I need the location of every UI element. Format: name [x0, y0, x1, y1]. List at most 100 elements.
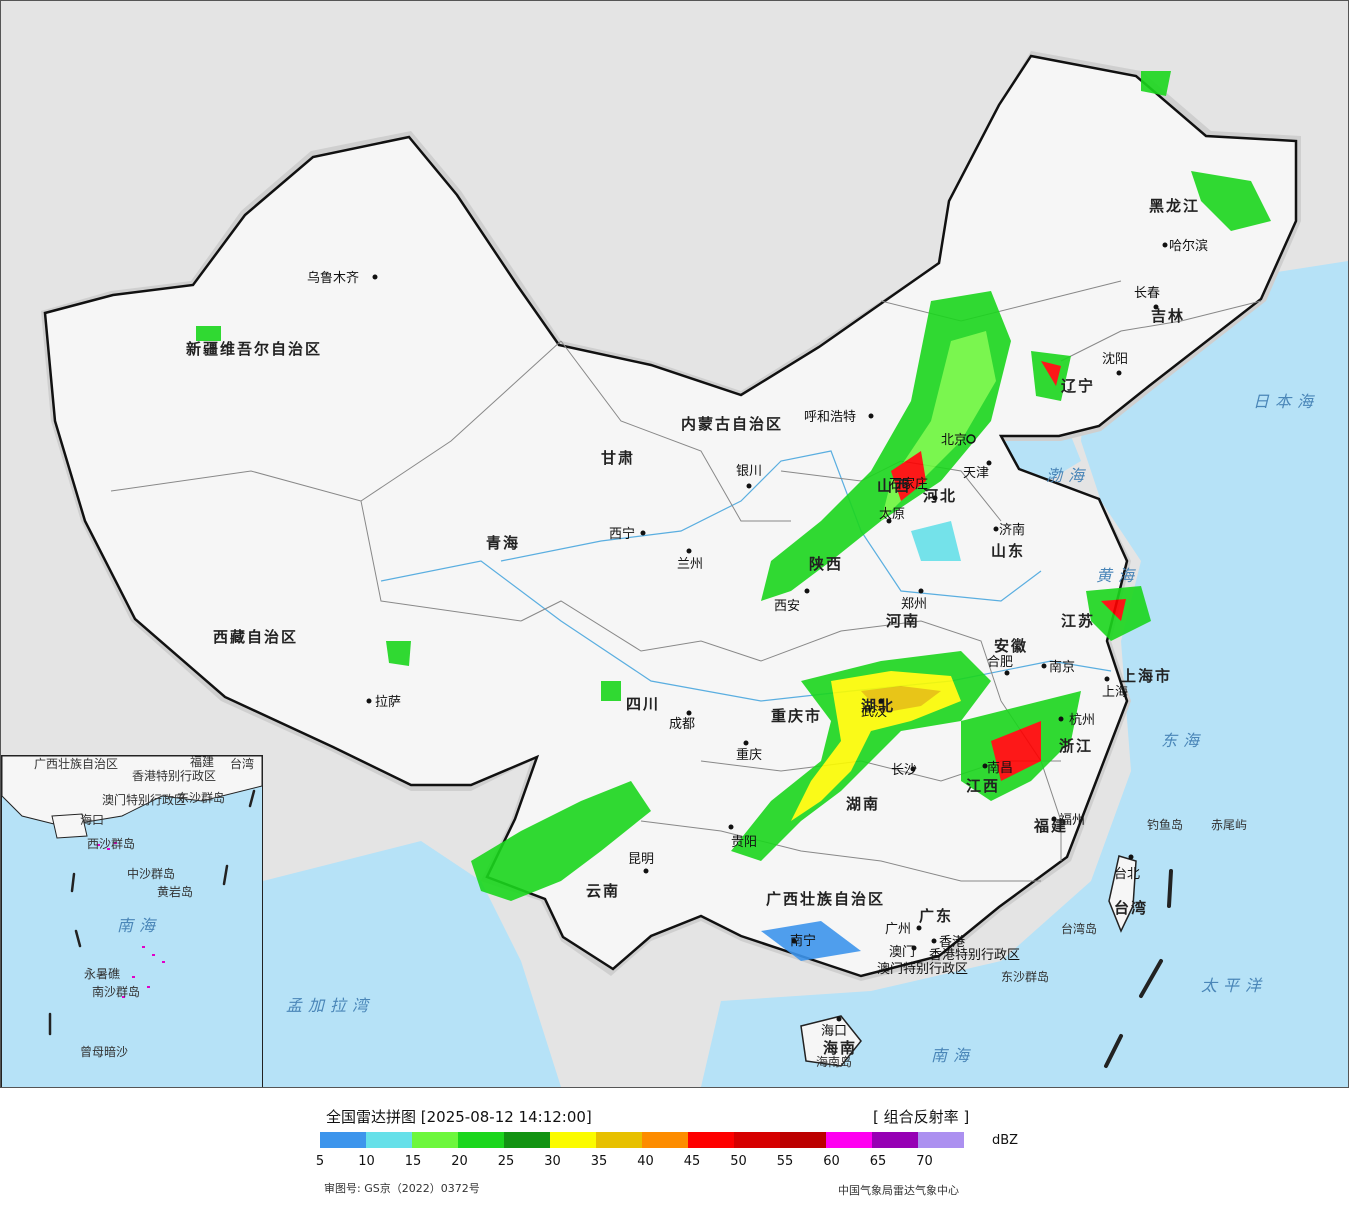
city-shijiazhuang: 石家庄 — [889, 476, 928, 492]
map-canvas: 日本海 渤海 黄海 东海 太平洋 南海 孟加拉湾 新疆维吾尔自治区 西藏自治区 … — [41, 51, 1348, 1087]
inset-label-taiwan: 台湾 — [230, 756, 254, 771]
scale-tick-label: 5 — [315, 1154, 325, 1169]
sea-label-east-china-sea: 东海 — [1161, 731, 1205, 750]
inset-label-zhongsha: 中沙群岛 — [127, 866, 175, 881]
prov-qinghai: 青海 — [486, 534, 520, 552]
city-nanjing: 南京 — [1049, 659, 1075, 675]
island-taiwan: 台湾岛 — [1061, 921, 1097, 936]
city-chengdu: 成都 — [669, 717, 695, 732]
scale-tick-label: 20 — [451, 1154, 468, 1169]
prov-hk-sar: 香港特别行政区 — [929, 948, 1020, 963]
scale-tick-label: 15 — [404, 1154, 422, 1169]
scale-tick-label: 10 — [358, 1154, 375, 1169]
city-tianjin: 天津 — [963, 466, 989, 481]
prov-shaanxi: 陕西 — [809, 555, 843, 573]
prov-shanghai: 上海市 — [1121, 667, 1172, 685]
city-jinan: 济南 — [999, 522, 1025, 538]
scale-color-9 — [734, 1132, 780, 1148]
south-china-sea-inset: 广西壮族自治区 香港特别行政区 澳门特别行政区 海口 东沙群岛 西沙群岛 中沙群… — [1, 755, 263, 1087]
scale-tick-label: 60 — [823, 1154, 840, 1169]
city-guangzhou: 广州 — [885, 922, 911, 937]
inset-label-zengmu: 曾母暗沙 — [80, 1044, 128, 1059]
scale-tick-label: 45 — [683, 1154, 701, 1169]
city-xining: 西宁 — [609, 526, 635, 542]
island-diaoyu: 钓鱼岛 — [1147, 817, 1183, 832]
city-urumqi: 乌鲁木齐 — [307, 270, 359, 286]
scale-color-11 — [826, 1132, 872, 1148]
city-taiyuan: 太原 — [879, 507, 905, 522]
scale-tick-label: 30 — [544, 1154, 561, 1169]
scale-color-12 — [872, 1132, 918, 1148]
scale-color-1 — [366, 1132, 412, 1148]
city-guiyang: 贵阳 — [731, 835, 757, 850]
city-haikou: 海口 — [821, 1024, 847, 1039]
hainan-island — [800, 1015, 862, 1067]
color-scale — [320, 1132, 964, 1148]
prov-heilongjiang: 黑龙江 — [1149, 197, 1200, 215]
legend-unit: dBZ — [992, 1133, 1019, 1148]
prov-anhui: 安徽 — [994, 637, 1028, 655]
scale-tick-label: 35 — [590, 1154, 608, 1169]
inset-label-xisha: 西沙群岛 — [87, 836, 135, 851]
prov-hainan: 海南 — [823, 1039, 857, 1057]
island-hainan: 海南岛 — [816, 1054, 852, 1069]
inset-label-hk: 香港特别行政区 — [132, 768, 216, 783]
scale-color-3 — [458, 1132, 504, 1148]
radar-echoes — [196, 71, 1271, 961]
inset-label-south-sea: 南海 — [117, 916, 161, 935]
inset-label-haikou: 海口 — [80, 812, 104, 827]
prov-hubei: 湖北 — [861, 697, 895, 715]
island-chiwei: 赤尾屿 — [1211, 818, 1247, 832]
sea-label-bay-of-bengal: 孟加拉湾 — [286, 996, 374, 1015]
prov-fujian: 福建 — [1033, 817, 1068, 835]
city-nanchang: 南昌 — [987, 760, 1013, 776]
scale-color-8 — [688, 1132, 734, 1148]
city-hangzhou: 杭州 — [1069, 713, 1095, 728]
prov-guangxi: 广西壮族自治区 — [766, 890, 885, 908]
inset-label-fujian: 福建 — [190, 756, 214, 769]
radar-map[interactable]: 日本海 渤海 黄海 东海 太平洋 南海 孟加拉湾 新疆维吾尔自治区 西藏自治区 … — [0, 0, 1349, 1088]
city-yinchuan: 银川 — [736, 464, 762, 479]
prov-neimenggu: 内蒙古自治区 — [681, 415, 783, 433]
island-dongsha: 东沙群岛 — [1001, 969, 1049, 984]
prov-xinjiang: 新疆维吾尔自治区 — [186, 340, 322, 358]
city-hongkong: 香港 — [939, 935, 965, 950]
city-wuhan: 武汉 — [861, 705, 887, 720]
inset-label-huangyan: 黄岩岛 — [157, 884, 193, 899]
city-kunming: 昆明 — [628, 852, 654, 867]
city-macau: 澳门 — [889, 944, 915, 960]
prov-hunan: 湖南 — [846, 795, 880, 813]
scale-tick-label: 25 — [497, 1154, 515, 1169]
city-nanning: 南宁 — [790, 933, 816, 949]
legend-panel: 全国雷达拼图 [2025-08-12 14:12:00] [ 组合反射率 ] d… — [0, 1088, 1349, 1208]
prov-zhejiang: 浙江 — [1059, 737, 1093, 755]
inset-label-macau: 澳门特别行政区 — [102, 792, 186, 807]
city-taipei: 台北 — [1114, 867, 1140, 882]
prov-jiangsu: 江苏 — [1061, 612, 1095, 630]
prov-shanxi: 山西 — [877, 477, 911, 495]
city-chongqing: 重庆 — [736, 747, 762, 763]
city-shanghai: 上海 — [1102, 685, 1128, 700]
taiwan-island — [1108, 855, 1137, 933]
prov-shandong: 山东 — [991, 542, 1025, 560]
sea-label-yellow-sea: 黄海 — [1096, 566, 1140, 585]
scale-color-5 — [550, 1132, 596, 1148]
city-harbin: 哈尔滨 — [1169, 238, 1208, 254]
inset-canvas: 广西壮族自治区 香港特别行政区 澳门特别行政区 海口 东沙群岛 西沙群岛 中沙群… — [2, 756, 262, 1059]
prov-chongqing: 重庆市 — [771, 707, 822, 725]
city-beijing: 北京 — [941, 433, 967, 448]
scale-tick-label: 50 — [730, 1154, 747, 1169]
city-zhengzhou: 郑州 — [901, 597, 927, 612]
sea-label-bohai: 渤海 — [1046, 466, 1090, 485]
prov-jiangxi: 江西 — [966, 777, 1000, 795]
city-fuzhou: 福州 — [1059, 813, 1085, 828]
yangtze-river — [380, 560, 1112, 702]
city-lanzhou: 兰州 — [677, 557, 703, 572]
city-markers: 乌鲁木齐 拉萨 西宁 兰州 银川 呼和浩特 北京 天津 石家庄 太原 济南 郑州… — [307, 238, 1208, 1039]
city-changchun: 长春 — [1134, 286, 1160, 301]
city-changsha: 长沙 — [891, 763, 917, 778]
city-hohhot: 呼和浩特 — [804, 410, 856, 425]
city-xian: 西安 — [774, 599, 800, 614]
prov-xizang: 西藏自治区 — [213, 628, 298, 646]
prov-hebei: 河北 — [923, 487, 957, 505]
